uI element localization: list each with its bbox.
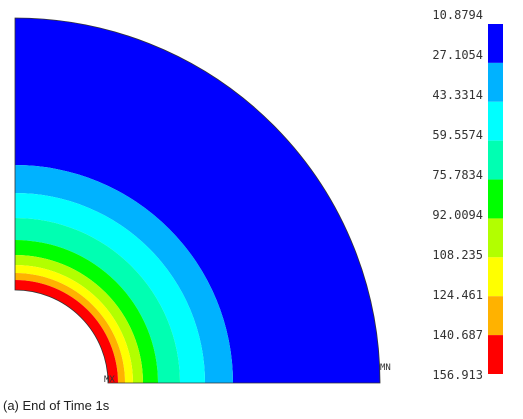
legend-level: 140.687 <box>432 328 483 342</box>
legend-swatch <box>488 24 503 63</box>
legend-level: 10.8794 <box>432 8 483 22</box>
contour-band <box>15 193 205 383</box>
legend-swatch <box>488 179 503 219</box>
max-marker: MX <box>104 375 115 385</box>
contour-band <box>15 18 380 383</box>
legend-swatch <box>488 257 503 297</box>
contour-band <box>15 240 158 383</box>
contour-plot <box>14 17 381 384</box>
contour-band <box>15 255 143 383</box>
legend-swatch <box>488 62 503 102</box>
legend-level: 75.7834 <box>432 168 483 182</box>
legend-level: 156.913 <box>432 368 483 382</box>
outline <box>14 17 381 384</box>
legend-level: 59.5574 <box>432 128 483 142</box>
legend-swatch <box>488 140 503 180</box>
legend-swatch <box>488 296 503 336</box>
legend-level: 27.1054 <box>432 48 483 62</box>
legend-level: 43.3314 <box>432 88 483 102</box>
legend-level: 92.0094 <box>432 208 483 222</box>
legend-level: 124.461 <box>432 288 483 302</box>
min-marker: MN <box>380 363 391 373</box>
contour-band <box>15 265 133 383</box>
legend-swatch <box>488 218 503 258</box>
contour-band <box>15 165 233 383</box>
caption: (a) End of Time 1s <box>3 398 110 413</box>
contour-band <box>15 218 180 383</box>
legend-level: 108.235 <box>432 248 483 262</box>
legend-swatch <box>488 101 503 141</box>
contour-band <box>15 273 125 383</box>
legend-swatch <box>488 335 503 374</box>
